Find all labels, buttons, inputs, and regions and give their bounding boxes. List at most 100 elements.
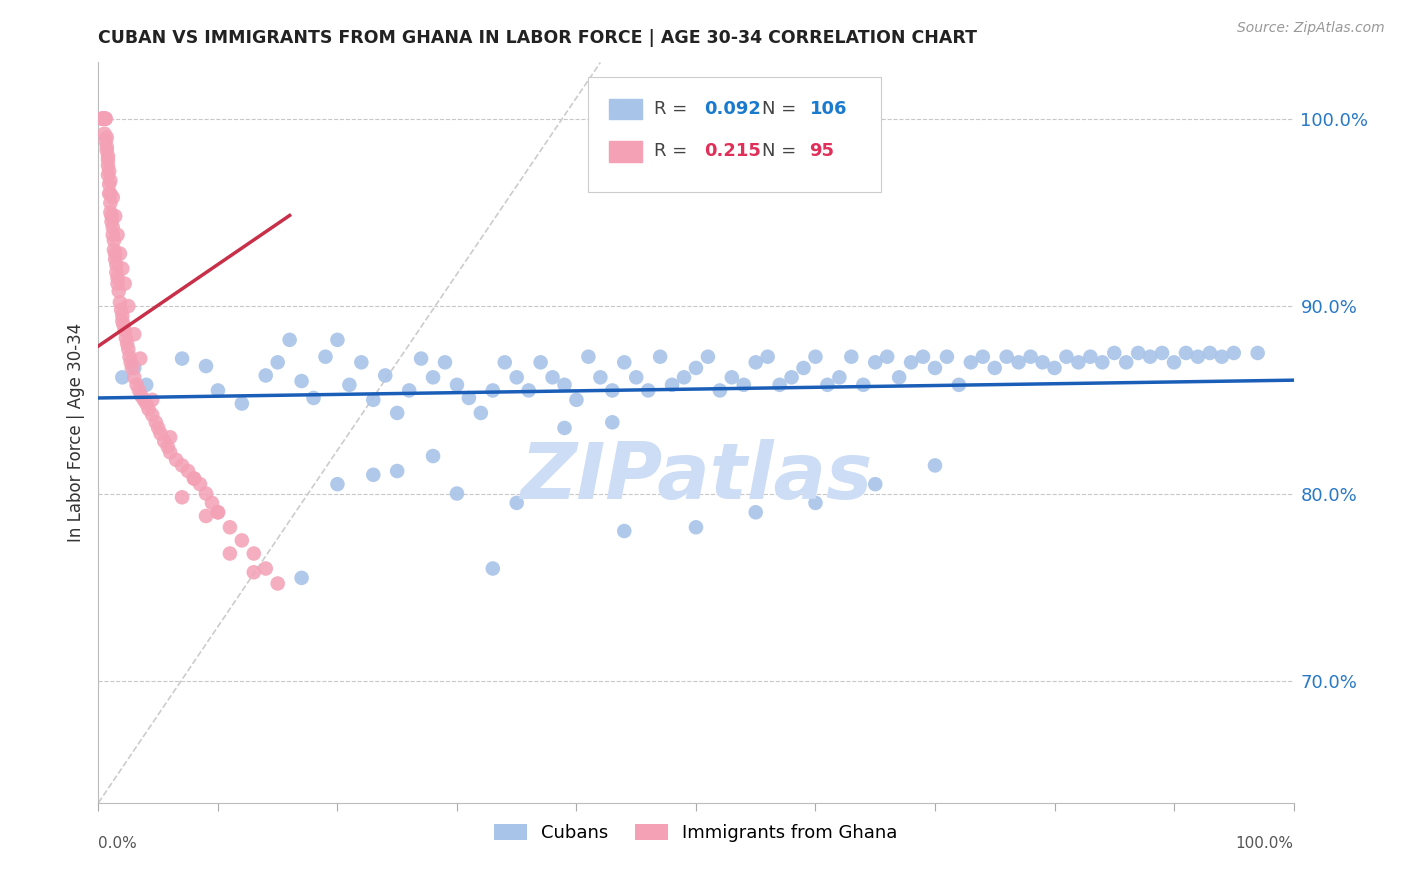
Point (93, 112, 115, 126)
Point (188, 477, 211, 491)
Point (115, 336, 138, 351)
Point (98, 178, 121, 192)
Point (107, 284, 129, 298)
Text: 106: 106 (810, 100, 846, 118)
Point (434, 355, 457, 369)
Point (149, 426, 172, 441)
Point (98, 173, 122, 187)
Point (128, 384, 150, 398)
Point (207, 505, 229, 519)
Point (865, 477, 887, 491)
Text: CUBAN VS IMMIGRANTS FROM GHANA IN LABOR FORCE | AGE 30-34 CORRELATION CHART: CUBAN VS IMMIGRANTS FROM GHANA IN LABOR … (98, 29, 977, 47)
Point (172, 351, 194, 366)
Point (97, 168, 120, 182)
Point (793, 361, 815, 376)
Point (291, 374, 314, 388)
Point (207, 384, 229, 398)
Point (135, 396, 157, 410)
Point (1080, 350, 1102, 364)
Point (254, 368, 277, 383)
Point (1152, 346, 1174, 360)
Point (278, 333, 301, 347)
Point (231, 533, 253, 548)
Point (183, 471, 205, 485)
Point (541, 370, 564, 384)
Point (911, 350, 934, 364)
Point (613, 355, 636, 369)
Point (1043, 361, 1066, 376)
Point (995, 350, 1018, 364)
Point (648, 350, 672, 364)
Point (231, 396, 253, 410)
Point (105, 258, 128, 272)
Point (141, 408, 163, 422)
Point (815, 377, 838, 392)
Point (876, 350, 898, 364)
Point (326, 477, 349, 491)
Point (114, 323, 136, 337)
Point (721, 370, 744, 384)
Text: R =: R = (654, 143, 693, 161)
Point (108, 246, 131, 260)
Point (129, 351, 152, 366)
Point (98, 205, 122, 219)
Point (494, 355, 516, 369)
Point (124, 361, 146, 376)
Point (117, 299, 139, 313)
Point (104, 209, 127, 223)
Point (350, 355, 373, 369)
Point (637, 384, 659, 398)
Point (97, 159, 120, 173)
Point (936, 350, 959, 364)
Point (374, 368, 396, 383)
Point (103, 234, 125, 248)
Point (93, 112, 115, 126)
Point (900, 355, 922, 369)
Point (96, 130, 118, 145)
Point (1104, 346, 1126, 360)
Point (924, 361, 946, 376)
Point (131, 389, 153, 403)
Point (924, 458, 946, 473)
Point (756, 350, 779, 364)
Point (93, 112, 115, 126)
Point (94, 134, 117, 148)
Point (110, 302, 132, 317)
Y-axis label: In Labor Force | Age 30-34: In Labor Force | Age 30-34 (66, 323, 84, 542)
Point (103, 243, 125, 257)
Point (828, 370, 851, 384)
Point (201, 496, 224, 510)
Point (446, 377, 468, 392)
Point (1187, 350, 1209, 364)
Point (138, 402, 160, 417)
Point (422, 449, 444, 463)
Point (195, 359, 218, 373)
Point (104, 252, 127, 267)
Point (172, 458, 194, 473)
Point (291, 571, 314, 585)
Point (118, 350, 141, 364)
Point (363, 392, 385, 407)
Point (159, 430, 181, 444)
Text: N =: N = (762, 100, 801, 118)
Point (1175, 346, 1198, 360)
Point (411, 351, 433, 366)
Point (363, 467, 385, 482)
Point (339, 377, 361, 392)
FancyBboxPatch shape (589, 78, 882, 192)
Point (219, 547, 242, 561)
Point (267, 355, 290, 369)
Point (1091, 355, 1114, 369)
Bar (609, 141, 643, 161)
Point (1056, 350, 1078, 364)
Point (112, 318, 135, 332)
Point (114, 277, 136, 291)
Point (145, 415, 167, 429)
Point (506, 370, 529, 384)
Text: Source: ZipAtlas.com: Source: ZipAtlas.com (1237, 21, 1385, 36)
Point (385, 464, 409, 478)
Point (602, 415, 624, 429)
Point (422, 370, 444, 384)
Point (98, 196, 122, 211)
Point (100, 215, 122, 229)
